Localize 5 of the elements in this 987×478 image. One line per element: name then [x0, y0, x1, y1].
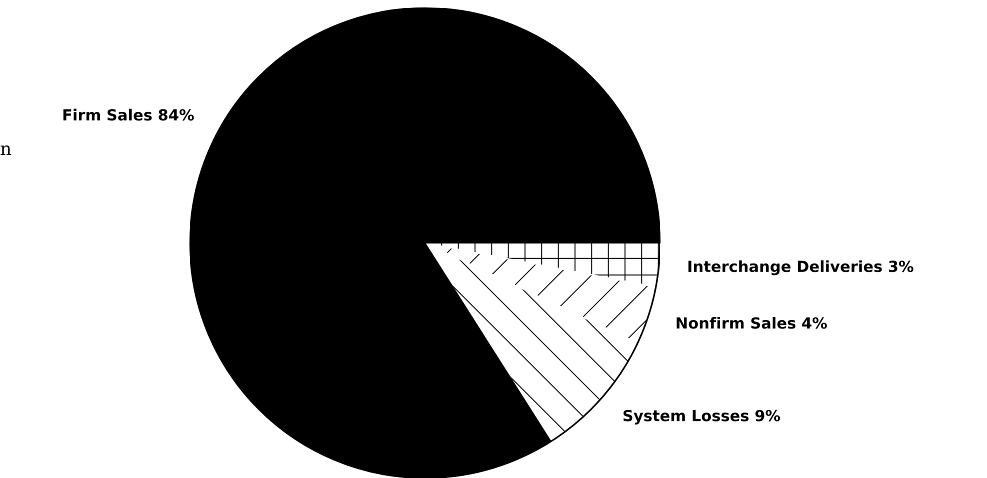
slice-label: Nonfirm Sales 4% — [676, 316, 827, 329]
slice-label: System Losses 9% — [624, 410, 780, 424]
text: n — [0, 145, 12, 155]
slice-label: Firm Sales 84% — [63, 108, 194, 121]
slice-label: Interchange Deliveries 3% — [688, 260, 914, 276]
